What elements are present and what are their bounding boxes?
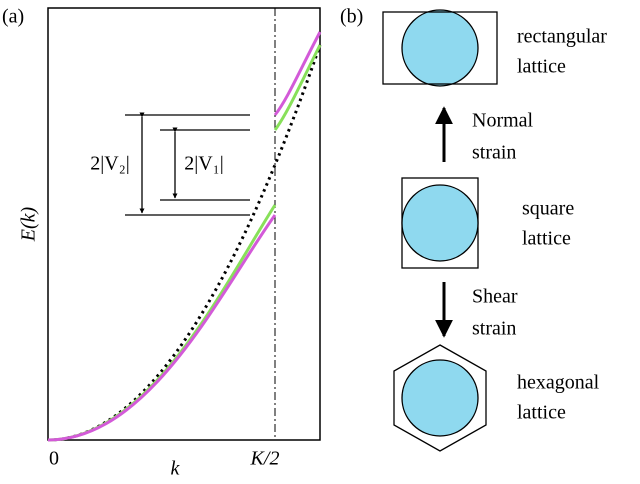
lattice-label: lattice [517, 56, 566, 78]
gap-label: 2|V₂| [90, 153, 129, 175]
lattice-label: square [522, 198, 574, 220]
strain-label: Shear [472, 286, 518, 308]
panel-label: (a) [2, 6, 24, 28]
rectangular-cell [382, 11, 498, 85]
strain-label: Normal [472, 110, 534, 132]
hexagonal-cell [393, 344, 487, 452]
strain-label: strain [472, 142, 516, 164]
free-electron-curve [47, 44, 322, 442]
lattice-label: rectangular [517, 26, 607, 48]
band-green-upper [273, 44, 322, 131]
lattice-label: lattice [522, 228, 571, 250]
x-axis-label: k [171, 458, 181, 480]
band-magenta-lower [47, 214, 277, 442]
plot-frame [47, 7, 321, 441]
circle [401, 359, 479, 437]
band-green-lower [47, 204, 277, 442]
circle [401, 9, 479, 87]
lattice-label: lattice [517, 402, 566, 424]
x-tick-label: K/2 [250, 448, 280, 470]
panel-label: (b) [340, 6, 363, 28]
circle [401, 184, 479, 262]
band-magenta-upper [273, 31, 322, 116]
y-axis-label: E(k) [18, 206, 40, 242]
x-tick-label: 0 [49, 448, 59, 470]
gap-label: 2|V₁| [184, 153, 223, 175]
gap-markers [125, 112, 250, 216]
strain-label: strain [472, 318, 516, 340]
lattice-label: hexagonal [517, 372, 600, 394]
